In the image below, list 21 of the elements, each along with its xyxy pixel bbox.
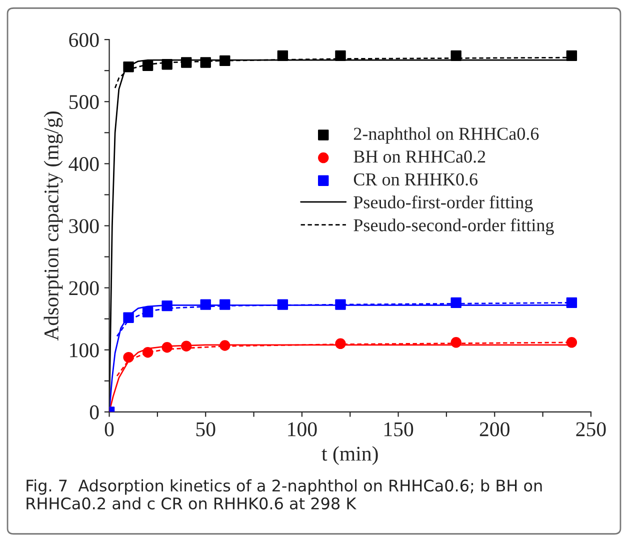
x-tick-label: 200 — [480, 422, 510, 436]
y-axis-title: Adsorption capacity (mg/g) — [44, 112, 63, 341]
legend-label: CR on RHHK0.6 — [354, 173, 478, 186]
legend-label: Pseudo-first-order fitting — [354, 196, 533, 212]
legend-label: 2-naphthol on RHHCa0.6 — [354, 127, 539, 144]
x-tick-label: 250 — [576, 422, 606, 436]
y-tick-label: 0 — [90, 405, 99, 420]
y-tick-label: 600 — [69, 32, 99, 47]
y-tick-label: 100 — [70, 343, 99, 358]
x-axis-title: t (min) — [322, 446, 378, 465]
caption: Fig. 7 Adsorption kinetics of a 2-naphthol on RHHCa0.6; b BH on RHHCa0.2 and c CR on RHHK0.6 at 298 K — [26, 479, 542, 510]
x-tick-label: 150 — [384, 422, 414, 436]
x-tick-label: 50 — [196, 422, 216, 436]
y-tick-label: 500 — [70, 95, 99, 110]
x-tick-label: 100 — [288, 422, 317, 436]
x-tick-label: 0 — [104, 422, 114, 436]
legend-label: BH on RHHCa0.2 — [354, 150, 486, 163]
legend-label: Pseudo-second-order fitting — [354, 218, 554, 236]
y-tick-label: 400 — [68, 157, 99, 172]
y-tick-label: 200 — [69, 281, 99, 296]
y-tick-label: 300 — [69, 219, 99, 234]
